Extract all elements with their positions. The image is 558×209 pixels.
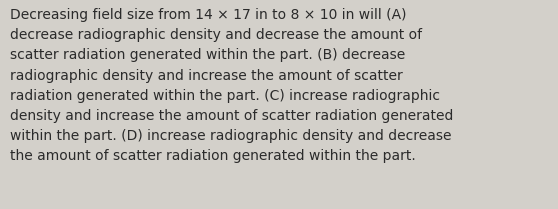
- Text: Decreasing field size from 14 × 17 in to 8 × 10 in will (A)
decrease radiographi: Decreasing field size from 14 × 17 in to…: [10, 8, 454, 163]
